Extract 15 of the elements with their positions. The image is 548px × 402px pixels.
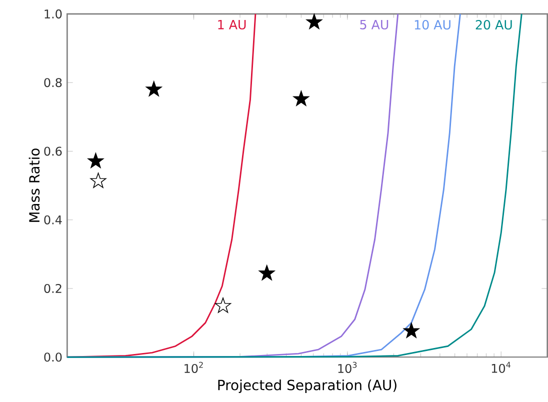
series-label: 20 AU bbox=[476, 20, 512, 30]
x-tick-label: 10$^{2}$ bbox=[184, 362, 203, 374]
y-tick-label: 0.2 bbox=[44, 284, 62, 294]
y-tick-label: 0.4 bbox=[44, 215, 62, 225]
series-label: 1 AU bbox=[218, 20, 246, 30]
series-label: 5 AU bbox=[360, 20, 388, 30]
y-tick-label: 0.6 bbox=[44, 146, 62, 156]
x-tick-label: 10$^{4}$ bbox=[492, 362, 510, 374]
y-tick-label: 0.0 bbox=[44, 352, 62, 362]
y-axis-title: Mass Ratio bbox=[28, 148, 40, 222]
y-tick-label: 0.8 bbox=[44, 78, 62, 88]
x-tick-label: 10$^{3}$ bbox=[338, 362, 357, 374]
series-label: 10 AU bbox=[414, 20, 450, 30]
y-tick-label: 1.0 bbox=[44, 10, 62, 19]
x-axis-title: Projected Separation (AU) bbox=[218, 380, 396, 394]
